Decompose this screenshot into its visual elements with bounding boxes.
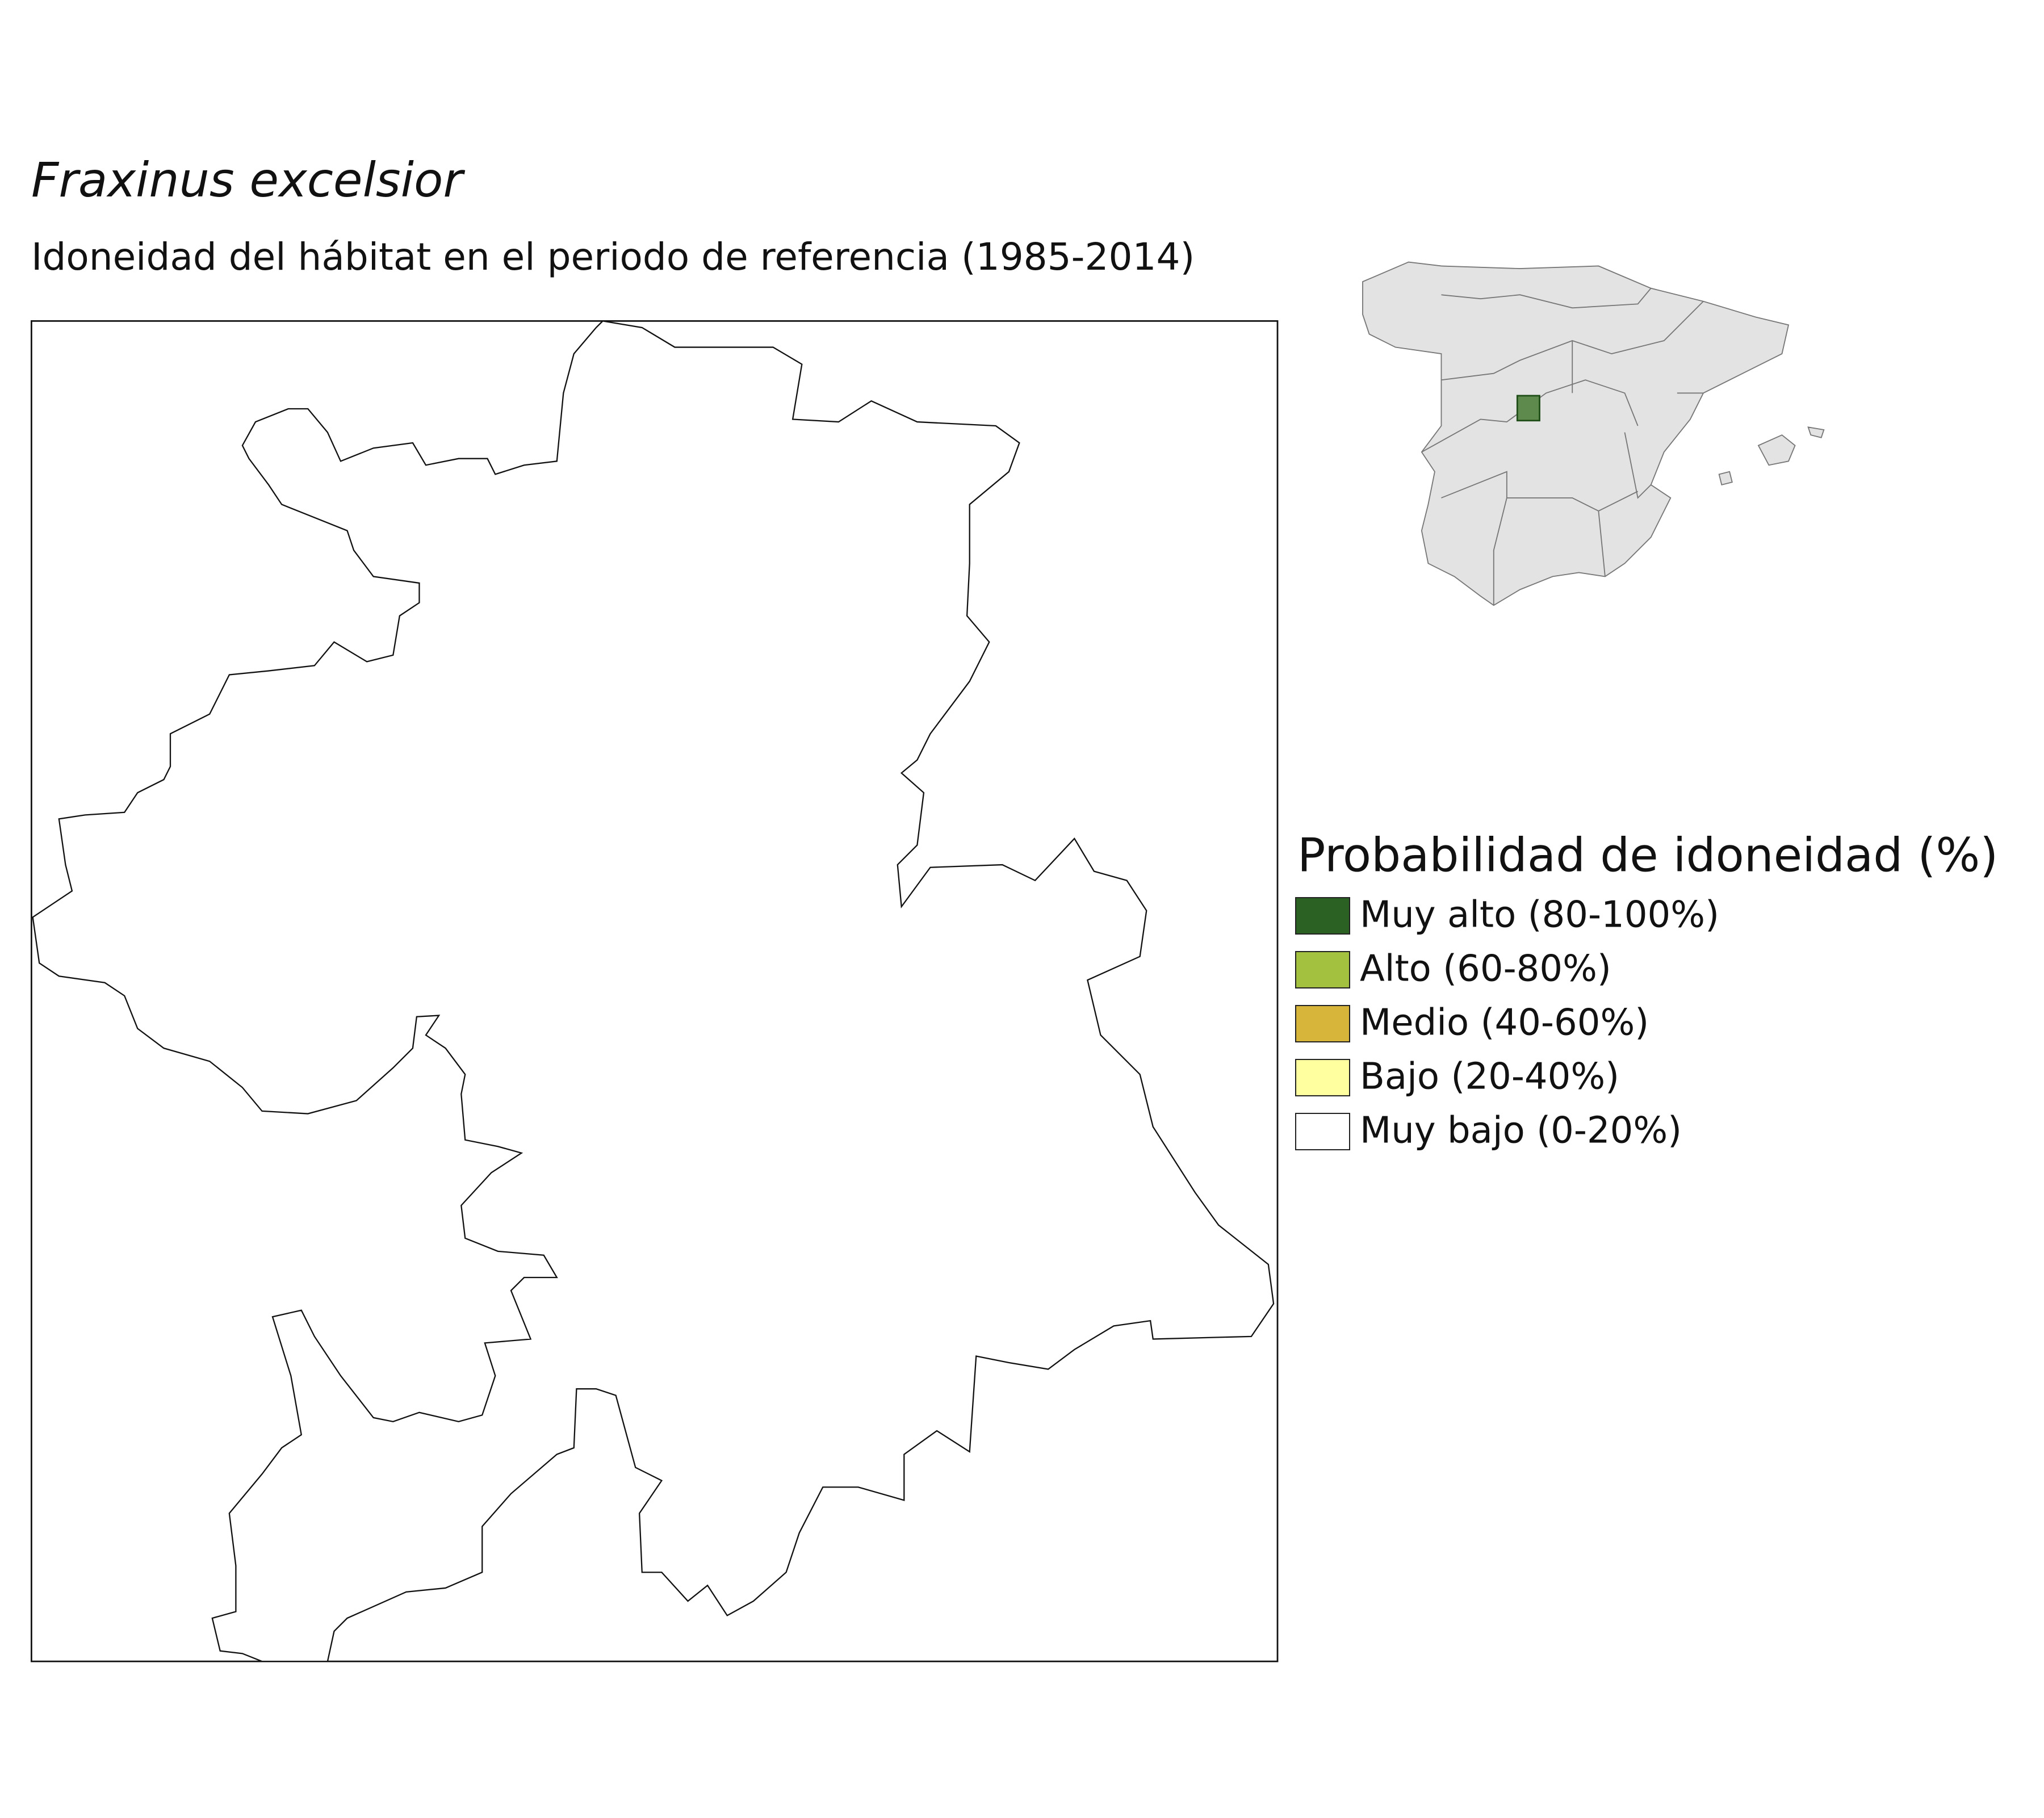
study-area [1516, 395, 1540, 422]
legend-swatch [1295, 951, 1350, 988]
inset-map [1362, 261, 1825, 606]
legend-label: Alto (60-80%) [1360, 948, 1611, 990]
province-borders [1421, 288, 1704, 606]
spain-outline [1362, 261, 1790, 606]
legend-label: Bajo (20-40%) [1360, 1056, 1619, 1098]
legend-label: Muy bajo (0-20%) [1360, 1110, 1682, 1152]
subtitle: Idoneidad del hábitat en el periodo de r… [31, 235, 1195, 279]
region-outline [32, 320, 1275, 1662]
legend-title: Probabilidad de idoneidad (%) [1297, 828, 1998, 882]
legend-swatch [1295, 1005, 1350, 1042]
legend-swatch [1295, 1059, 1350, 1096]
balearic-islands [1718, 426, 1825, 485]
title: Fraxinus excelsior [31, 152, 465, 208]
legend-swatch [1295, 1113, 1350, 1150]
legend-swatch [1295, 897, 1350, 935]
legend-label: Medio (40-60%) [1360, 1002, 1649, 1044]
legend-label: Muy alto (80-100%) [1360, 894, 1719, 936]
legend: Probabilidad de idoneidad (%) Muy alto (… [1295, 828, 1998, 1152]
main-map [31, 320, 1279, 1662]
